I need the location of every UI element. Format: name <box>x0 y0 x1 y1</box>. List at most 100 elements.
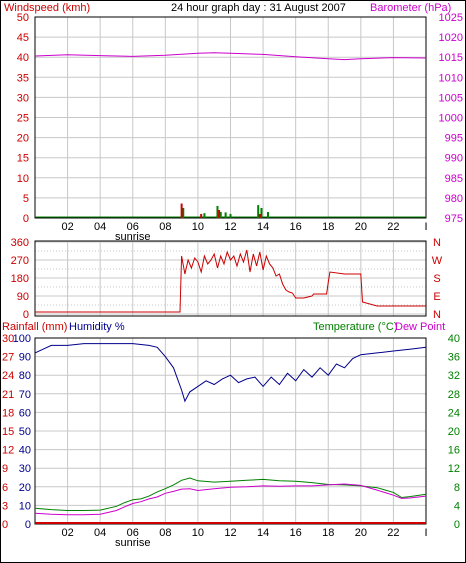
rainfall-tick-label: 30 <box>2 333 14 345</box>
rainfall-tick-label: 15 <box>2 426 14 438</box>
windspeed-tick-label: 0 <box>23 213 29 225</box>
time-tick-label: 12 <box>224 527 236 539</box>
temperature-tick-label: 8 <box>454 482 460 494</box>
time-tick-label: 06 <box>127 527 139 539</box>
time-tick-label: 22 <box>387 221 399 233</box>
time-tick-label: 16 <box>290 221 302 233</box>
windspeed-tick-label: 15 <box>17 153 29 165</box>
barometer-axis-title: Barometer (hPa) <box>370 2 451 14</box>
barometer-tick-label: 990 <box>445 153 463 165</box>
windspeed-tick-label: 40 <box>17 52 29 64</box>
compass-tick-label: E <box>433 291 440 303</box>
humidity-tick-label: 30 <box>19 463 31 475</box>
time-tick-label: 12 <box>224 221 236 233</box>
humidity-tick-label: 70 <box>19 389 31 401</box>
temperature-tick-label: 24 <box>448 407 460 419</box>
rainfall-tick-label: 6 <box>2 482 8 494</box>
direction-tick-label: 360 <box>11 237 29 249</box>
barometer-tick-label: 995 <box>445 133 463 145</box>
time-tick-label: 20 <box>355 221 367 233</box>
windspeed-tick-label: 10 <box>17 173 29 185</box>
direction-tick-label: 0 <box>23 309 29 321</box>
humidity-tick-label: 0 <box>25 519 31 531</box>
direction-tick-label: 180 <box>11 273 29 285</box>
time-tick-label: 18 <box>322 527 334 539</box>
humidity-tick-label: 100 <box>13 333 31 345</box>
dewpoint-axis-title: Dew Point <box>395 321 445 333</box>
windspeed-tick-label: 30 <box>17 92 29 104</box>
time-tick-label: 02 <box>61 527 73 539</box>
humidity-tick-label: 40 <box>19 445 31 457</box>
temperature-tick-label: 20 <box>448 426 460 438</box>
barometer-tick-label: 975 <box>445 213 463 225</box>
time-tick-label: 22 <box>387 527 399 539</box>
time-tick-label: 02 <box>61 221 73 233</box>
barometer-tick-label: 1000 <box>439 113 463 125</box>
temperature-tick-label: 0 <box>454 519 460 531</box>
windspeed-tick-label: 45 <box>17 32 29 44</box>
time-tick-label: I <box>424 527 427 539</box>
humidity-tick-label: 80 <box>19 370 31 382</box>
wind-barometer-panel: 02 04 06 08 10 12 14 16 18 20 22 Isunrise0510152025… <box>17 12 463 243</box>
graph-title: 24 hour graph day : 31 August 2007 <box>171 2 346 14</box>
time-tick-label: 06 <box>127 221 139 233</box>
time-tick-label: 14 <box>257 221 269 233</box>
temperature-tick-label: 28 <box>448 389 460 401</box>
rainfall-tick-label: 18 <box>2 407 14 419</box>
windspeed-tick-label: 35 <box>17 72 29 84</box>
humidity-tick-label: 60 <box>19 407 31 419</box>
rainfall-tick-label: 12 <box>2 445 14 457</box>
sunrise-label: sunrise <box>115 231 150 243</box>
humidity-axis-title: Humidity % <box>69 321 125 333</box>
direction-tick-label: 270 <box>11 255 29 267</box>
compass-tick-label: W <box>432 255 443 267</box>
temperature-tick-label: 4 <box>454 500 460 512</box>
rainfall-tick-label: 9 <box>2 463 8 475</box>
humidity-line <box>34 343 427 403</box>
barometer-tick-label: 1020 <box>439 32 463 44</box>
temperature-axis-title: Temperature (°C) <box>313 321 397 333</box>
time-tick-label: 10 <box>192 221 204 233</box>
barometer-tick-label: 1015 <box>439 52 463 64</box>
windspeed-tick-label: 20 <box>17 133 29 145</box>
barometer-tick-label: 1005 <box>439 92 463 104</box>
windspeed-tick-label: 50 <box>17 12 29 24</box>
windspeed-axis-title: Windspeed (kmh) <box>4 2 90 14</box>
time-tick-label: 10 <box>192 527 204 539</box>
temperature-tick-label: 36 <box>448 352 460 364</box>
sunrise-label: sunrise <box>115 537 150 549</box>
barometer-tick-label: 985 <box>445 173 463 185</box>
time-tick-label: 08 <box>159 221 171 233</box>
rainfall-axis-title: Rainfall (mm) <box>2 321 67 333</box>
humidity-tick-label: 20 <box>19 482 31 494</box>
windspeed-tick-label: 25 <box>17 113 29 125</box>
rainfall-tick-label: 27 <box>2 352 14 364</box>
time-tick-label: 16 <box>290 527 302 539</box>
direction-tick-label: 90 <box>17 291 29 303</box>
temperature-tick-label: 12 <box>448 463 460 475</box>
rainfall-tick-label: 24 <box>2 370 14 382</box>
temperature-tick-label: 40 <box>448 333 460 345</box>
windspeed-tick-label: 5 <box>23 193 29 205</box>
time-tick-label: 14 <box>257 527 269 539</box>
rainfall-tick-label: 0 <box>2 519 8 531</box>
rainfall-tick-label: 3 <box>2 500 8 512</box>
time-tick-label: 04 <box>94 527 106 539</box>
barometer-line <box>34 52 427 61</box>
time-tick-label: 04 <box>94 221 106 233</box>
barometer-tick-label: 1010 <box>439 72 463 84</box>
temperature-tick-label: 16 <box>448 445 460 457</box>
temperature-tick-label: 32 <box>448 370 460 382</box>
compass-tick-label: N <box>433 237 441 249</box>
humidity-tick-label: 90 <box>19 352 31 364</box>
compass-tick-label: N <box>433 309 441 321</box>
rainfall-tick-label: 21 <box>2 389 14 401</box>
plot-border <box>34 240 427 317</box>
time-tick-label: I <box>424 221 427 233</box>
time-tick-label: 20 <box>355 527 367 539</box>
wind-direction-line <box>35 249 426 313</box>
dewpoint-line <box>34 483 427 516</box>
